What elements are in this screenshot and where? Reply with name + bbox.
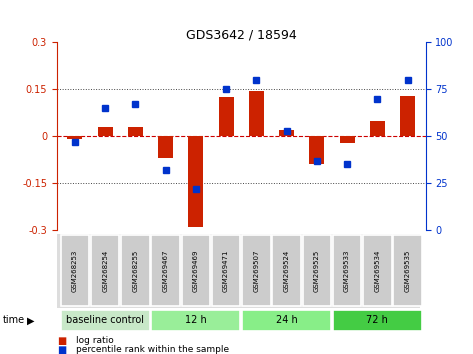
Bar [309, 136, 324, 164]
FancyBboxPatch shape [91, 235, 119, 307]
FancyBboxPatch shape [303, 235, 331, 307]
FancyBboxPatch shape [272, 235, 301, 307]
Text: 12 h: 12 h [185, 315, 207, 325]
Text: ■: ■ [57, 345, 66, 354]
FancyBboxPatch shape [242, 235, 271, 307]
FancyBboxPatch shape [242, 310, 331, 331]
Text: GSM269534: GSM269534 [374, 250, 380, 292]
Title: GDS3642 / 18594: GDS3642 / 18594 [186, 28, 297, 41]
Text: 72 h: 72 h [367, 315, 388, 325]
FancyBboxPatch shape [333, 310, 422, 331]
Bar [370, 121, 385, 136]
Text: ■: ■ [57, 336, 66, 346]
Text: ▶: ▶ [27, 315, 35, 325]
Bar [188, 136, 203, 227]
Text: GSM268254: GSM268254 [102, 250, 108, 292]
Text: GSM268255: GSM268255 [132, 250, 139, 292]
FancyBboxPatch shape [121, 235, 149, 307]
FancyBboxPatch shape [394, 235, 422, 307]
Text: GSM269525: GSM269525 [314, 250, 320, 292]
Text: GSM269467: GSM269467 [163, 250, 169, 292]
FancyBboxPatch shape [151, 235, 180, 307]
Bar [400, 96, 415, 136]
Text: log ratio: log ratio [76, 336, 114, 345]
Bar [128, 127, 143, 136]
Bar [158, 136, 173, 158]
Text: GSM269524: GSM269524 [284, 250, 289, 292]
Bar [249, 91, 264, 136]
Text: 24 h: 24 h [276, 315, 298, 325]
FancyBboxPatch shape [61, 235, 89, 307]
Bar [67, 136, 82, 139]
Bar [97, 127, 113, 136]
FancyBboxPatch shape [151, 310, 240, 331]
Text: GSM269533: GSM269533 [344, 250, 350, 292]
Text: GSM268253: GSM268253 [72, 250, 78, 292]
Text: GSM269469: GSM269469 [193, 250, 199, 292]
FancyBboxPatch shape [333, 235, 361, 307]
Bar [340, 136, 355, 143]
Text: baseline control: baseline control [66, 315, 144, 325]
Text: percentile rank within the sample: percentile rank within the sample [76, 345, 229, 354]
Bar [279, 130, 294, 136]
Text: GSM269507: GSM269507 [254, 250, 259, 292]
Text: GSM269535: GSM269535 [404, 250, 411, 292]
FancyBboxPatch shape [212, 235, 240, 307]
FancyBboxPatch shape [61, 310, 149, 331]
Text: time: time [2, 315, 25, 325]
FancyBboxPatch shape [363, 235, 392, 307]
Text: GSM269471: GSM269471 [223, 250, 229, 292]
FancyBboxPatch shape [182, 235, 210, 307]
Bar [219, 97, 234, 136]
